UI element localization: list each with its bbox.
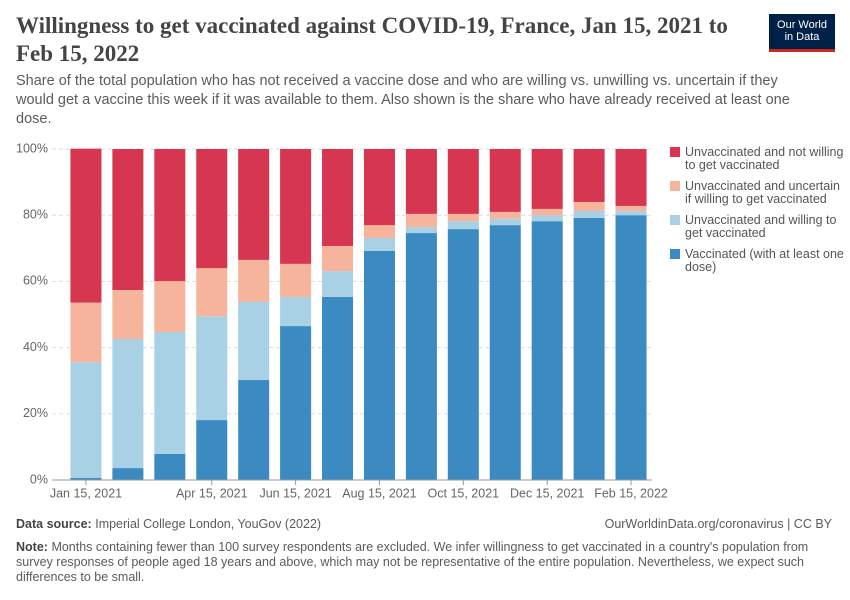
bar-segment: [280, 263, 312, 297]
bar-segment: [196, 316, 228, 421]
bar-segment: [280, 296, 312, 327]
legend-swatch: [670, 249, 680, 259]
bar-segment: [70, 302, 102, 363]
legend: Unvaccinated and not willing to get vacc…: [670, 146, 846, 282]
bar-segment: [405, 149, 437, 214]
logo[interactable]: Our World in Data: [769, 14, 835, 52]
logo-line: Our World: [777, 19, 827, 31]
bar-segment: [573, 149, 605, 202]
bar-segment: [280, 326, 312, 480]
note-label: Note:: [16, 540, 48, 554]
x-tick-label: Aug 15, 2021: [342, 486, 416, 500]
bar-segment: [70, 362, 102, 479]
bar-segment: [196, 149, 228, 269]
y-tick-label: 20%: [23, 406, 48, 420]
bar-segment: [573, 217, 605, 480]
legend-item[interactable]: Unvaccinated and not willing to get vacc…: [670, 146, 846, 172]
bar-segment: [112, 290, 144, 339]
y-tick-label: 40%: [23, 340, 48, 354]
source: Data source: Imperial College London, Yo…: [16, 517, 321, 531]
bar-segment: [238, 259, 270, 302]
bar-segment: [70, 478, 102, 480]
bar-segment: [615, 205, 647, 211]
bar-segment: [531, 149, 563, 209]
bar-segment: [447, 213, 479, 222]
bar-segment: [615, 149, 647, 206]
bar-segment: [363, 238, 395, 251]
bar-segment: [322, 271, 354, 297]
legend-label: Unvaccinated and willing to get vaccinat…: [685, 213, 837, 240]
bar-segment: [112, 149, 144, 291]
logo-line: in Data: [784, 31, 820, 43]
bar-segment: [70, 148, 102, 303]
bar-segment: [154, 149, 186, 282]
source-label: Data source:: [16, 517, 92, 531]
bar-segment: [363, 149, 395, 226]
y-tick-label: 80%: [23, 207, 48, 221]
bar-segment: [238, 380, 270, 480]
bar-segment: [405, 233, 437, 480]
legend-item[interactable]: Vaccinated (with at least one dose): [670, 248, 846, 274]
legend-label: Vaccinated (with at least one dose): [685, 247, 844, 274]
bar-segment: [322, 245, 354, 272]
x-tick-label: Feb 15, 2022: [594, 486, 668, 500]
bar-segment: [573, 201, 605, 211]
bar-segment: [447, 221, 479, 230]
bar-segment: [238, 301, 270, 381]
bar-segment: [447, 229, 479, 480]
y-tick-label: 100%: [16, 141, 48, 155]
legend-label: Unvaccinated and uncertain if willing to…: [685, 179, 840, 206]
bar-segment: [196, 420, 228, 480]
note-text: Months containing fewer than 100 survey …: [16, 540, 809, 584]
legend-swatch: [670, 147, 680, 157]
url[interactable]: OurWorldinData.org/coronavirus | CC BY: [604, 517, 832, 531]
bar-segment: [447, 149, 479, 214]
bar-segment: [615, 210, 647, 216]
legend-label: Unvaccinated and not willing to get vacc…: [685, 145, 844, 172]
x-tick-label: Apr 15, 2021: [176, 486, 248, 500]
bar-segment: [489, 218, 521, 226]
y-tick-label: 0%: [30, 472, 48, 486]
bar-segment: [280, 149, 312, 264]
bar-segment: [615, 215, 647, 480]
x-tick-label: Dec 15, 2021: [510, 486, 584, 500]
note: Note: Months containing fewer than 100 s…: [16, 540, 836, 585]
bar-segment: [573, 210, 605, 218]
bar-segment: [154, 332, 186, 454]
bar-segment: [531, 221, 563, 480]
bar-segment: [489, 225, 521, 480]
bar-segment: [238, 149, 270, 260]
y-tick-label: 60%: [23, 274, 48, 288]
bar-segment: [489, 149, 521, 212]
bar-segment: [405, 227, 437, 234]
bar-segment: [531, 208, 563, 216]
legend-item[interactable]: Unvaccinated and uncertain if willing to…: [670, 180, 846, 206]
chart-subtitle: Share of the total population who has no…: [16, 73, 790, 127]
legend-swatch: [670, 181, 680, 191]
bar-segment: [363, 250, 395, 480]
bar-segment: [196, 268, 228, 317]
source-text: Imperial College London, YouGov (2022): [95, 517, 322, 531]
bar-segment: [405, 213, 437, 228]
x-tick-label: Jun 15, 2021: [259, 486, 331, 500]
bar-segment: [154, 281, 186, 333]
bar-segment: [112, 468, 144, 480]
chart-title: Willingness to get vaccinated against CO…: [16, 13, 728, 66]
bar-segment: [154, 453, 186, 480]
legend-item[interactable]: Unvaccinated and willing to get vaccinat…: [670, 214, 846, 240]
bar-segment: [112, 338, 144, 469]
bar-segment: [531, 215, 563, 222]
x-tick-label: Oct 15, 2021: [428, 486, 500, 500]
x-tick-label: Jan 15, 2021: [50, 486, 122, 500]
chart: 0% 20% 40% 60% 80% 100% Jan 15, 2021 Apr 15, 20…: [16, 141, 668, 500]
bar-segment: [322, 149, 354, 246]
bar-segment: [363, 225, 395, 239]
bar-segment: [322, 296, 354, 480]
legend-swatch: [670, 215, 680, 225]
bar-segment: [489, 211, 521, 219]
